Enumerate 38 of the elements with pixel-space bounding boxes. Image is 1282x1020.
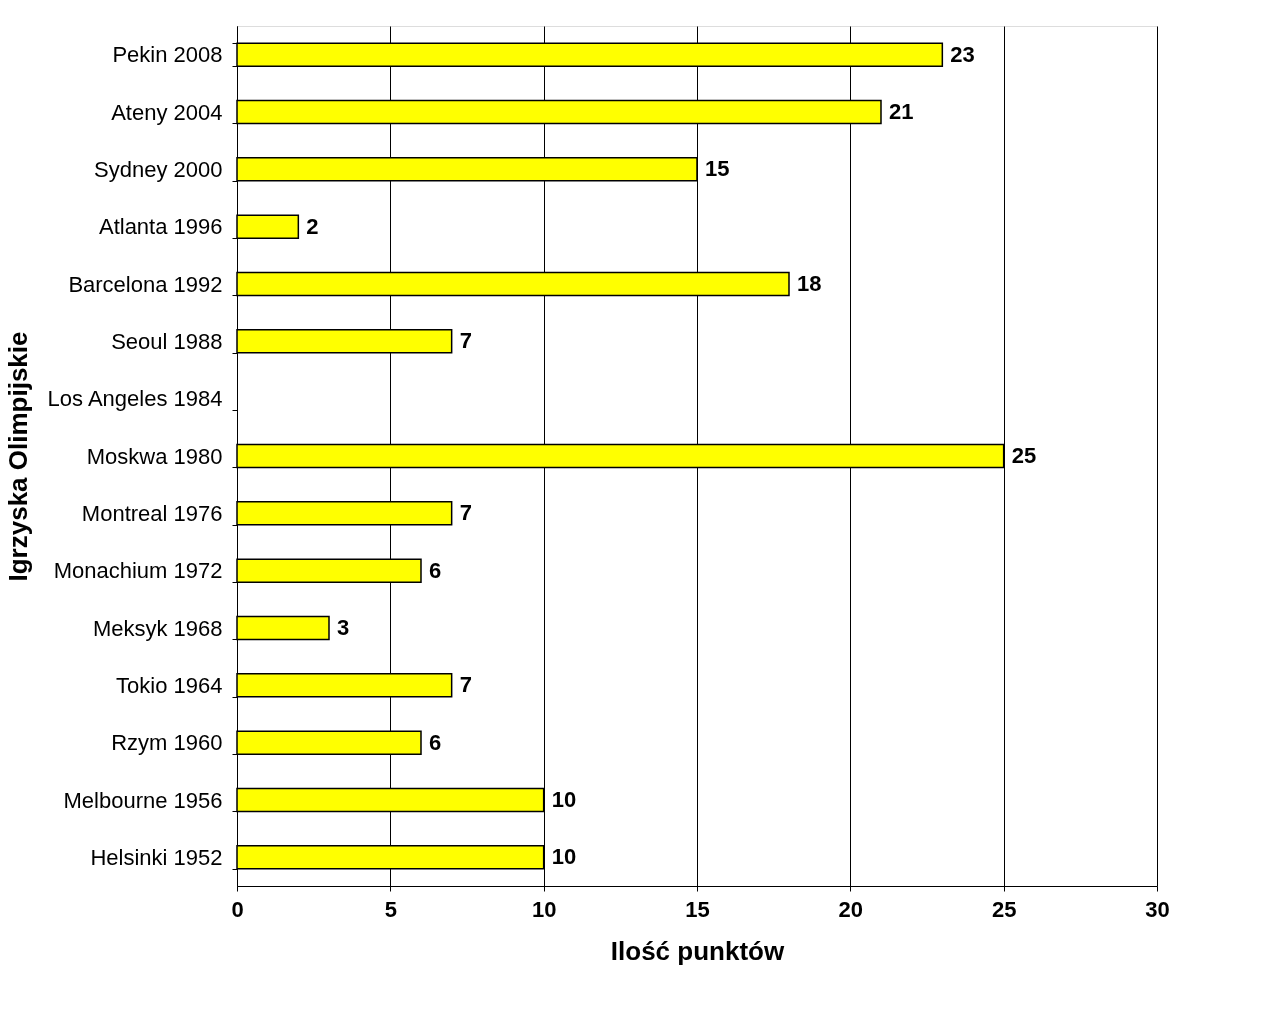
y-tick-label: Ateny 2004	[111, 99, 223, 125]
x-tick-label: 10	[531, 896, 557, 922]
x-tick-label: 5	[384, 896, 397, 922]
y-axis-title: Igrzyska Olimpijskie	[3, 331, 34, 582]
y-tick-label: Los Angeles 1984	[47, 386, 223, 412]
y-tick-label: Seoul 1988	[111, 328, 223, 354]
y-tick-label: Pekin 2008	[112, 42, 223, 68]
y-tick-label: Tokio 1964	[116, 672, 223, 698]
x-tick-label: 30	[1145, 896, 1170, 922]
y-tick-label: Melbourne 1956	[63, 787, 223, 813]
data-label: 6	[429, 729, 442, 755]
data-label: 25	[1011, 443, 1037, 468]
x-tick-label: 20	[838, 896, 864, 922]
data-label: 15	[705, 156, 730, 182]
data-label: 18	[797, 271, 822, 296]
y-tick-label: Sydney 2000	[94, 156, 223, 182]
data-label: 23	[950, 41, 975, 67]
y-tick-label: Meksyk 1968	[92, 615, 223, 641]
data-label: 10	[551, 844, 577, 870]
y-tick-label: Rzym 1960	[111, 730, 223, 756]
y-tick-label: Atlanta 1996	[98, 214, 223, 240]
data-label: 10	[551, 787, 577, 812]
data-label: 7	[459, 500, 472, 526]
x-tick-label: 0	[231, 896, 244, 922]
y-tick-label: Montreal 1976	[81, 500, 223, 526]
data-label: 6	[429, 557, 442, 583]
y-tick-label: Moskwa 1980	[86, 443, 223, 469]
x-tick-label: 15	[685, 896, 710, 922]
y-tick-label: Monachium 1972	[53, 558, 223, 584]
x-axis-title: Ilość punktów	[610, 935, 785, 966]
x-tick-label: 25	[991, 896, 1017, 922]
data-label: 7	[459, 672, 472, 698]
data-label: 3	[337, 615, 350, 640]
data-label: 21	[889, 99, 914, 124]
y-tick-label: Helsinki 1952	[90, 844, 223, 870]
y-tick-label: Barcelona 1992	[68, 271, 223, 297]
data-label: 2	[306, 213, 319, 239]
data-label: 7	[459, 328, 472, 354]
